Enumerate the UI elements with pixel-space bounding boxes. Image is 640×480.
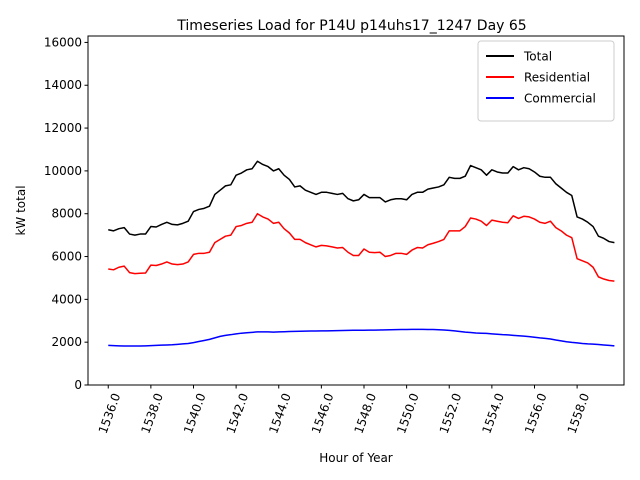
series-layer xyxy=(108,160,615,347)
y-tick-label: 12000 xyxy=(44,121,82,135)
y-tick-label: 4000 xyxy=(51,292,82,306)
legend-label-residential: Residential xyxy=(524,71,590,85)
plot-area xyxy=(87,35,625,386)
legend: Total Residential Commercial xyxy=(477,40,615,122)
chart-title: Timeseries Load for P14U p14uhs17_1247 D… xyxy=(176,18,526,34)
y-tick-label: 8000 xyxy=(51,207,82,221)
y-tick-label: 14000 xyxy=(44,78,82,92)
y-axis: 0 2000 4000 6000 8000 10000 12000 14000 16000 xyxy=(44,35,88,392)
y-axis-label: kW total xyxy=(14,185,28,235)
y-tick-label: 16000 xyxy=(44,35,82,49)
legend-box xyxy=(477,40,615,122)
series-line-commercial xyxy=(108,328,615,347)
legend-label-total: Total xyxy=(523,50,552,64)
y-tick-label: 2000 xyxy=(51,335,82,349)
legend-label-commercial: Commercial xyxy=(524,92,596,106)
y-tick-label: 0 xyxy=(74,378,82,392)
y-tick-label: 10000 xyxy=(44,164,82,178)
y-tick-label: 6000 xyxy=(51,250,82,264)
axes-frame xyxy=(87,35,625,386)
series-line-residential xyxy=(108,212,615,282)
series-line-total xyxy=(108,160,615,244)
x-axis-label: Hour of Year xyxy=(319,451,393,465)
